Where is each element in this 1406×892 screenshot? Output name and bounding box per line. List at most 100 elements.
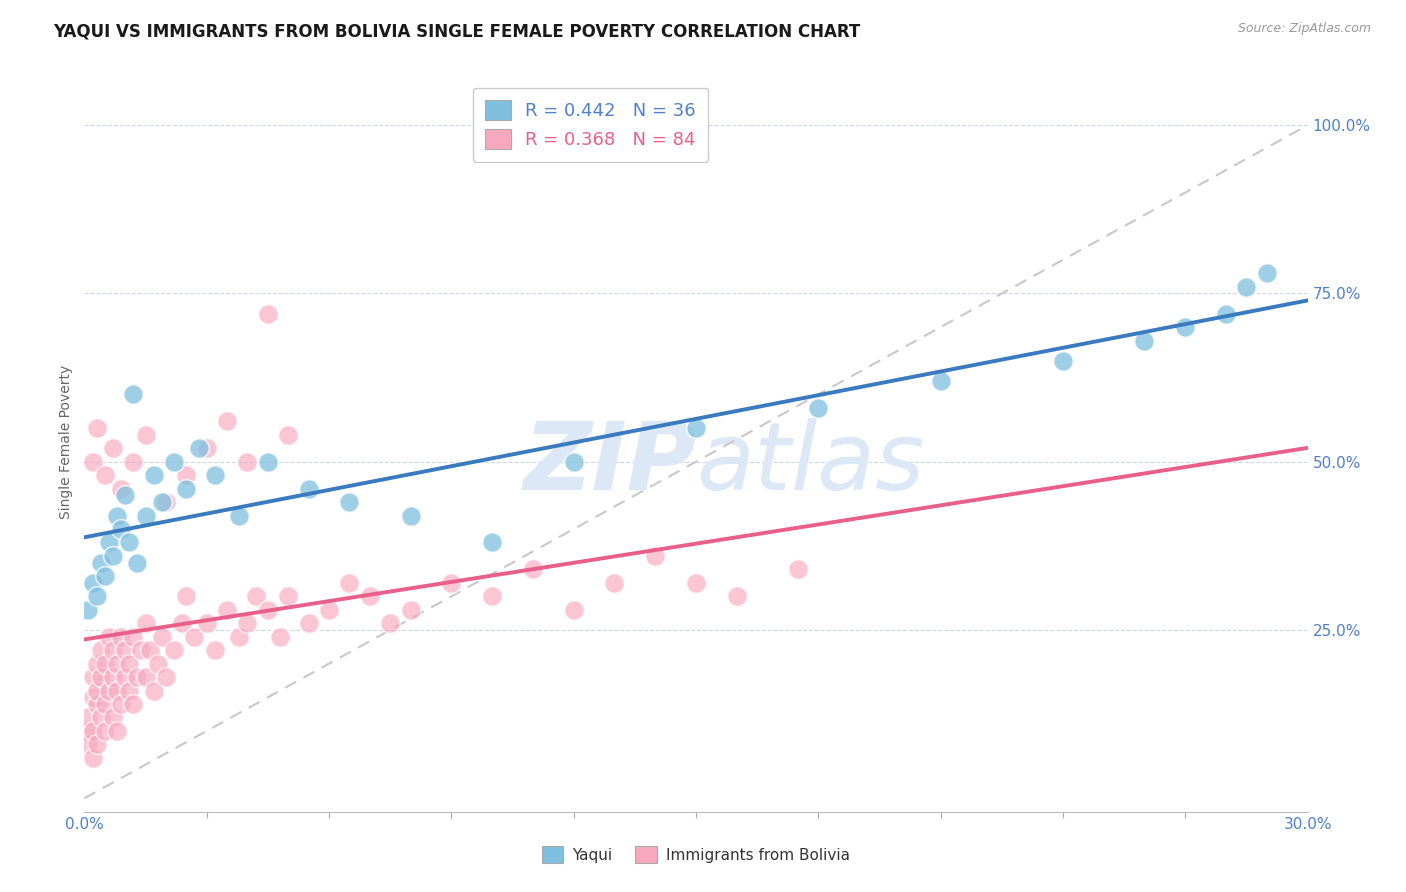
Point xyxy=(150,495,173,509)
Point xyxy=(685,421,707,435)
Point xyxy=(110,630,132,644)
Text: YAQUI VS IMMIGRANTS FROM BOLIVIA SINGLE FEMALE POVERTY CORRELATION CHART: YAQUI VS IMMIGRANTS FROM BOLIVIA SINGLE … xyxy=(53,22,860,40)
Point xyxy=(101,710,124,724)
Point xyxy=(1215,307,1237,321)
Point xyxy=(97,683,120,698)
Point xyxy=(131,643,153,657)
Point xyxy=(101,549,124,563)
Point xyxy=(1174,320,1197,334)
Text: ZIP: ZIP xyxy=(523,417,696,509)
Point xyxy=(807,401,830,415)
Point xyxy=(86,657,108,671)
Point xyxy=(298,482,321,496)
Point xyxy=(77,603,100,617)
Point xyxy=(110,697,132,711)
Point xyxy=(187,442,209,456)
Point xyxy=(86,738,108,752)
Point xyxy=(725,590,748,604)
Point xyxy=(90,643,112,657)
Point xyxy=(1256,266,1278,280)
Point xyxy=(127,556,149,570)
Point xyxy=(195,442,218,456)
Point xyxy=(163,643,186,657)
Point xyxy=(277,427,299,442)
Point xyxy=(110,482,132,496)
Point xyxy=(105,657,128,671)
Point xyxy=(77,710,100,724)
Point xyxy=(142,468,165,483)
Y-axis label: Single Female Poverty: Single Female Poverty xyxy=(59,365,73,518)
Point xyxy=(1052,353,1074,368)
Point xyxy=(228,508,250,523)
Point xyxy=(118,657,141,671)
Point xyxy=(90,556,112,570)
Point xyxy=(105,683,128,698)
Point xyxy=(481,535,503,549)
Point xyxy=(562,455,585,469)
Point xyxy=(86,697,108,711)
Point xyxy=(135,427,157,442)
Point xyxy=(217,414,239,428)
Point xyxy=(146,657,169,671)
Point xyxy=(204,468,226,483)
Point xyxy=(93,569,115,583)
Point xyxy=(82,455,104,469)
Text: atlas: atlas xyxy=(696,418,924,509)
Point xyxy=(277,590,299,604)
Legend: Yaqui, Immigrants from Bolivia: Yaqui, Immigrants from Bolivia xyxy=(534,838,858,871)
Point xyxy=(522,562,544,576)
Point xyxy=(150,630,173,644)
Point xyxy=(339,495,361,509)
Point xyxy=(257,603,280,617)
Point xyxy=(380,616,402,631)
Point xyxy=(105,723,128,738)
Point xyxy=(257,307,280,321)
Point xyxy=(399,603,422,617)
Point xyxy=(1236,279,1258,293)
Point xyxy=(359,590,381,604)
Point xyxy=(155,495,177,509)
Point xyxy=(86,421,108,435)
Point xyxy=(1133,334,1156,348)
Point xyxy=(195,616,218,631)
Point xyxy=(90,670,112,684)
Point xyxy=(236,455,259,469)
Point xyxy=(183,630,205,644)
Point xyxy=(86,590,108,604)
Point xyxy=(685,575,707,590)
Point xyxy=(318,603,340,617)
Point xyxy=(101,643,124,657)
Point xyxy=(101,670,124,684)
Point xyxy=(603,575,626,590)
Point xyxy=(110,522,132,536)
Point xyxy=(174,482,197,496)
Point xyxy=(97,630,120,644)
Point xyxy=(118,683,141,698)
Point xyxy=(245,590,267,604)
Point xyxy=(929,374,952,388)
Point xyxy=(204,643,226,657)
Point xyxy=(93,723,115,738)
Point xyxy=(172,616,194,631)
Point xyxy=(82,670,104,684)
Point xyxy=(114,670,136,684)
Point xyxy=(155,670,177,684)
Point xyxy=(93,468,115,483)
Point xyxy=(644,549,666,563)
Point xyxy=(217,603,239,617)
Point xyxy=(339,575,361,590)
Point xyxy=(114,643,136,657)
Point xyxy=(90,710,112,724)
Point xyxy=(122,630,145,644)
Point xyxy=(122,455,145,469)
Point xyxy=(82,751,104,765)
Point xyxy=(174,590,197,604)
Point xyxy=(105,508,128,523)
Point xyxy=(77,723,100,738)
Point xyxy=(562,603,585,617)
Point xyxy=(174,468,197,483)
Point xyxy=(399,508,422,523)
Point xyxy=(163,455,186,469)
Point xyxy=(118,535,141,549)
Point xyxy=(298,616,321,631)
